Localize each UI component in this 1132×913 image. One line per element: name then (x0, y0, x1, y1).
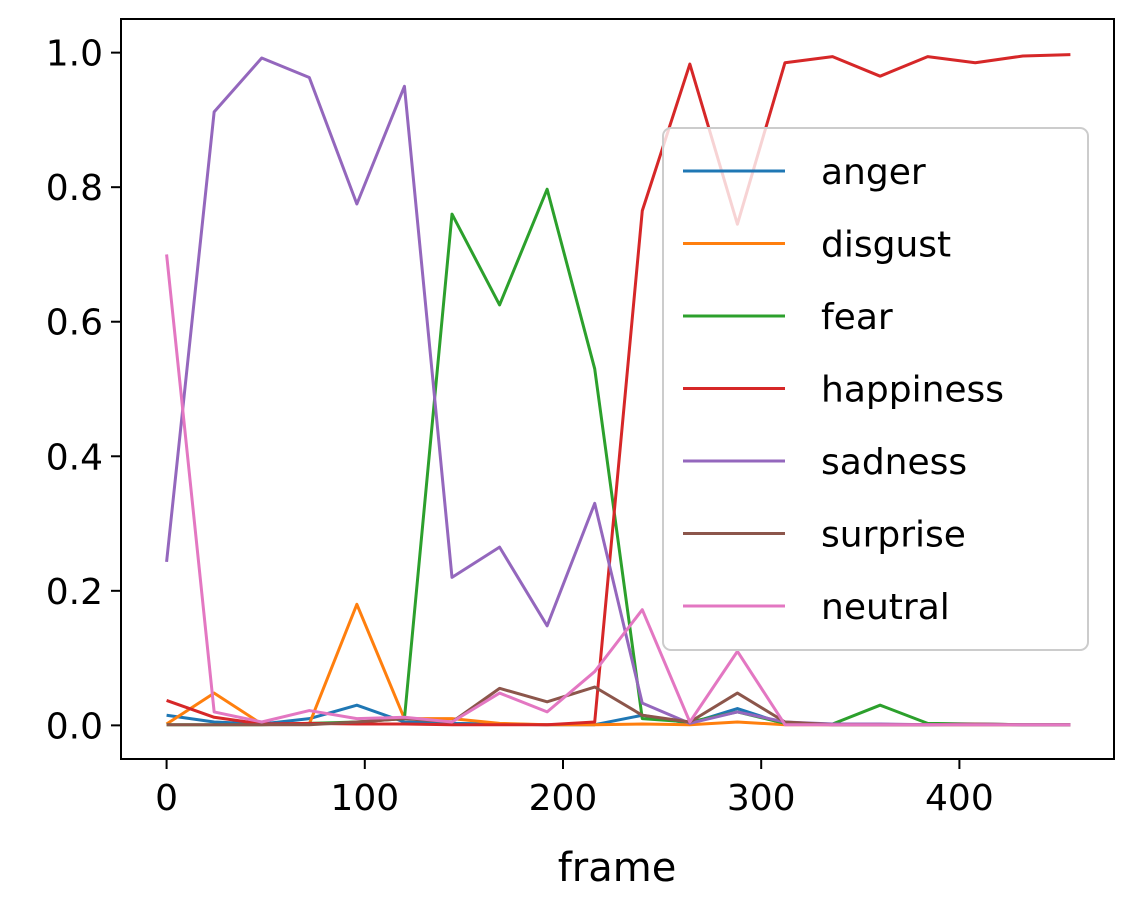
series-line-anger (166, 703, 1071, 727)
x-tick-label: 0 (155, 778, 178, 819)
legend-label-anger: anger (821, 152, 926, 193)
y-tick-label: 0.6 (46, 303, 103, 344)
legend-label-surprise: surprise (821, 515, 966, 556)
legend-label-neutral: neutral (821, 587, 950, 628)
x-tick-label: 100 (330, 778, 399, 819)
ticks-layer: 0 100 200 300 400 0.0 0.2 0.4 0.6 0.8 1.0 (46, 34, 994, 819)
series-line-neutral (165, 254, 1071, 727)
y-tick-label: 0.0 (46, 706, 103, 747)
y-tick-label: 0.2 (46, 572, 103, 613)
x-tick-label: 300 (727, 778, 796, 819)
plot-area-frame (120, 18, 1115, 760)
y-tick-label: 1.0 (46, 34, 103, 75)
series-layer (165, 53, 1071, 727)
legend-label-sadness: sadness (821, 442, 967, 483)
x-tick-label: 400 (925, 778, 994, 819)
y-tick-label: 0.4 (46, 437, 103, 478)
legend-label-fear: fear (821, 297, 893, 338)
x-axis-label: frame (558, 845, 677, 891)
y-tick-label: 0.8 (46, 168, 103, 209)
legend: anger disgust fear happiness sadness surprise… (662, 127, 1089, 651)
legend-label-happiness: happiness (821, 370, 1004, 411)
legend-label-disgust: disgust (821, 225, 951, 266)
x-tick-label: 200 (529, 778, 598, 819)
legend-box (662, 127, 1089, 651)
